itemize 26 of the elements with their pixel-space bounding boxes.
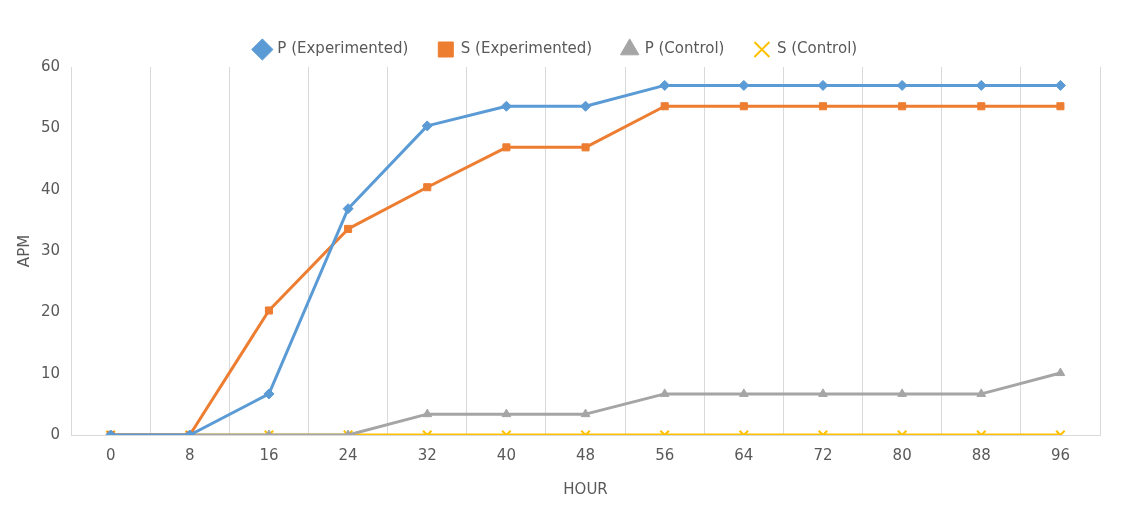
x-tick-label: 24 xyxy=(338,445,358,464)
y-tick-label: 20 xyxy=(40,302,61,321)
legend-label: S (Experimented) xyxy=(460,39,593,58)
x-axis-title: HOUR xyxy=(563,479,608,498)
x-tick-label: 32 xyxy=(417,445,437,464)
y-tick-label: 10 xyxy=(40,363,61,382)
x-tick-label: 72 xyxy=(813,445,833,464)
x-tick-label: 96 xyxy=(1050,445,1070,464)
y-tick-label: 60 xyxy=(40,56,61,75)
x-tick-label: 0 xyxy=(105,445,116,464)
x-tick-label: 8 xyxy=(185,445,195,464)
y-tick-label: 0 xyxy=(50,424,61,443)
x-tick-label: 88 xyxy=(971,445,991,464)
x-tick-label: 64 xyxy=(734,445,754,464)
y-tick-label: 40 xyxy=(40,179,61,198)
legend-label: P (Control) xyxy=(644,39,725,58)
y-axis-title: APM xyxy=(14,234,33,268)
y-tick-label: 30 xyxy=(40,240,61,259)
x-tick-label: 16 xyxy=(259,445,279,464)
legend-label: S (Control) xyxy=(776,39,858,58)
legend-label: P (Experimented) xyxy=(277,39,409,58)
y-tick-label: 50 xyxy=(40,118,61,137)
x-tick-label: 40 xyxy=(496,445,516,464)
x-tick-label: 56 xyxy=(655,445,675,464)
x-tick-label: 80 xyxy=(892,445,912,464)
x-tick-label: 48 xyxy=(576,445,596,464)
